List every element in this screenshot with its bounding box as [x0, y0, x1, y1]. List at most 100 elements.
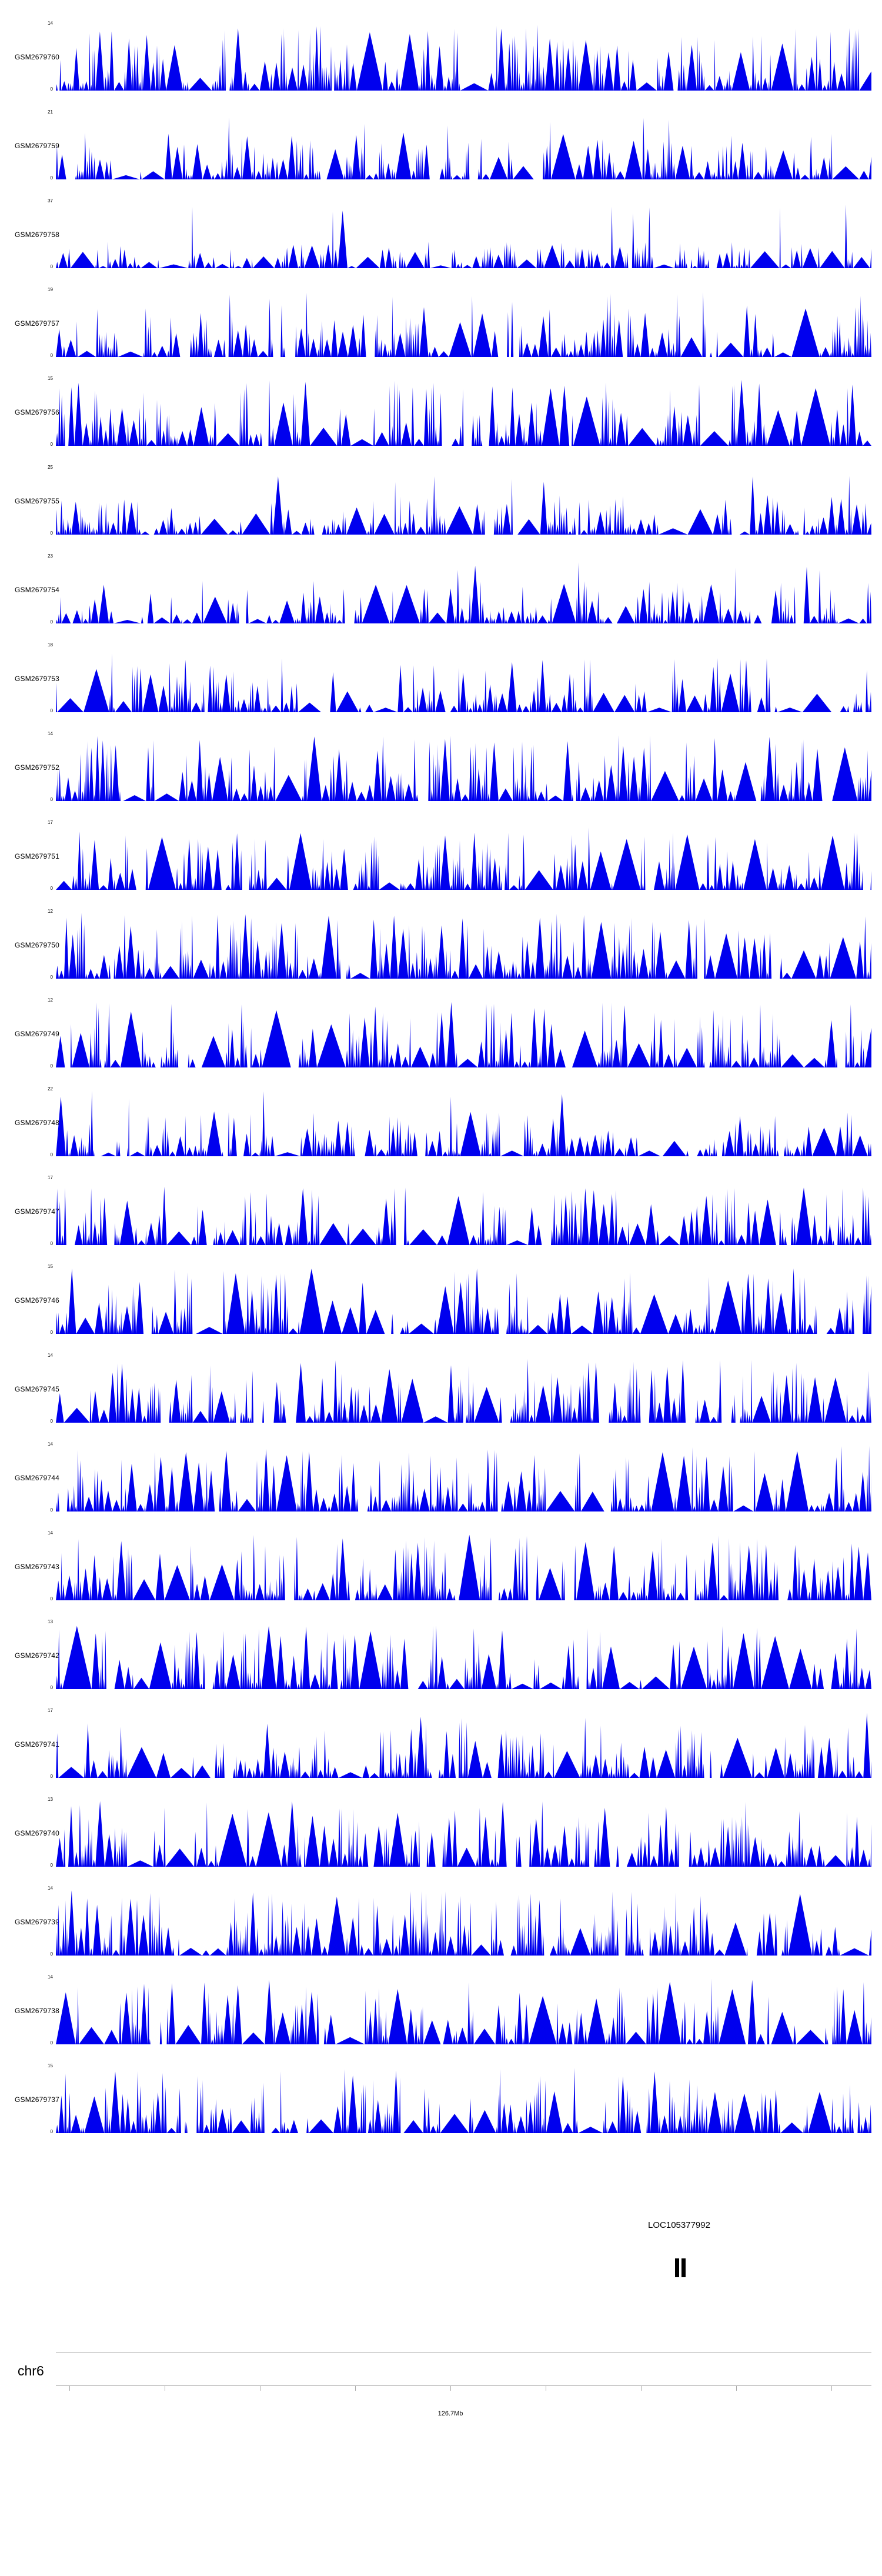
exon-box	[681, 2258, 686, 2277]
chromosome-label: chr6	[18, 2363, 44, 2378]
y-axis-min-label: 0	[50, 1863, 53, 1868]
y-axis-min-label: 0	[50, 1507, 53, 1513]
track-row: GSM2679738 14 0	[0, 1970, 882, 2059]
track-row: GSM2679750 12 0	[0, 905, 882, 993]
y-axis-min-label: 0	[50, 530, 53, 536]
track-label: GSM2679740	[15, 1829, 60, 1837]
track-label: GSM2679759	[15, 142, 60, 150]
y-axis-max-label: 37	[48, 198, 53, 203]
y-axis-max-label: 14	[48, 1530, 53, 1536]
track-row: GSM2679737 15 0	[0, 2059, 882, 2148]
y-axis-max-label: 17	[48, 820, 53, 825]
y-axis-min-label: 0	[50, 708, 53, 713]
y-axis-min-label: 0	[50, 442, 53, 447]
coverage-signal-plot	[56, 562, 871, 623]
y-axis-min-label: 0	[50, 86, 53, 92]
track-label: GSM2679760	[15, 53, 60, 61]
y-axis-max-label: 15	[48, 1264, 53, 1269]
track-label: GSM2679737	[15, 2095, 60, 2104]
coverage-signal-plot	[56, 653, 871, 712]
track-label: GSM2679745	[15, 1385, 60, 1393]
genome-axis-ruler	[56, 2385, 871, 2393]
track-label: GSM2679751	[15, 852, 60, 860]
track-label: GSM2679744	[15, 1474, 60, 1482]
coverage-signal-plot	[56, 1090, 871, 1156]
coverage-signal-plot	[56, 380, 871, 446]
track-row: GSM2679743 14 0	[0, 1526, 882, 1615]
y-axis-max-label: 18	[48, 642, 53, 648]
y-axis-min-label: 0	[50, 1330, 53, 1335]
y-axis-min-label: 0	[50, 886, 53, 891]
track-label: GSM2679756	[15, 408, 60, 416]
coverage-signal-plot	[56, 1359, 871, 1423]
y-axis-min-label: 0	[50, 1152, 53, 1157]
track-label: GSM2679741	[15, 1740, 60, 1749]
y-axis-min-label: 0	[50, 1774, 53, 1779]
coverage-signal-plot	[56, 827, 871, 890]
track-label: GSM2679739	[15, 1918, 60, 1926]
y-axis-max-label: 17	[48, 1175, 53, 1180]
y-axis-min-label: 0	[50, 175, 53, 181]
coverage-signal-plot	[56, 1890, 871, 1956]
y-axis-max-label: 21	[48, 109, 53, 115]
track-label: GSM2679755	[15, 497, 60, 505]
track-label: GSM2679742	[15, 1651, 60, 1660]
y-axis-min-label: 0	[50, 2040, 53, 2046]
track-row: GSM2679739 14 0	[0, 1881, 882, 1970]
coverage-signal-plot	[56, 1002, 871, 1067]
track-row: GSM2679751 17 0	[0, 816, 882, 905]
y-axis-max-label: 14	[48, 1442, 53, 1447]
track-row: GSM2679754 23 0	[0, 549, 882, 638]
y-axis-min-label: 0	[50, 1596, 53, 1601]
track-row: GSM2679746 15 0	[0, 1260, 882, 1349]
track-label: GSM2679758	[15, 231, 60, 239]
coverage-signal-plot	[56, 25, 871, 91]
coverage-signal-plot	[56, 1801, 871, 1867]
y-axis-max-label: 14	[48, 1974, 53, 1980]
y-axis-max-label: 15	[48, 376, 53, 381]
coverage-signal-plot	[56, 1446, 871, 1511]
y-axis-max-label: 12	[48, 909, 53, 914]
coverage-tracks-container: GSM2679760 14 0 GSM2679759 21 0 GSM2679758 37 0 G…	[0, 16, 882, 2148]
coverage-signal-plot	[56, 913, 871, 979]
track-label: GSM2679757	[15, 319, 60, 328]
track-row: GSM2679760 14 0	[0, 16, 882, 105]
y-axis-max-label: 14	[48, 731, 53, 736]
axis-tick	[641, 2386, 642, 2391]
chromosome-axis-section: chr6 126.7Mb	[0, 2347, 882, 2441]
y-axis-max-label: 14	[48, 1353, 53, 1358]
axis-tick	[736, 2386, 737, 2391]
track-label: GSM2679749	[15, 1030, 60, 1038]
y-axis-min-label: 0	[50, 797, 53, 802]
coverage-signal-plot	[56, 292, 871, 357]
y-axis-max-label: 23	[48, 553, 53, 559]
y-axis-max-label: 13	[48, 1797, 53, 1802]
y-axis-max-label: 13	[48, 1619, 53, 1624]
coverage-signal-plot	[56, 735, 871, 801]
coverage-signal-plot	[56, 1713, 871, 1778]
track-row: GSM2679753 18 0	[0, 638, 882, 727]
y-axis-min-label: 0	[50, 353, 53, 358]
y-axis-min-label: 0	[50, 1685, 53, 1690]
y-axis-min-label: 0	[50, 1241, 53, 1246]
track-row: GSM2679747 17 0	[0, 1171, 882, 1260]
track-row: GSM2679741 17 0	[0, 1704, 882, 1793]
y-axis-max-label: 25	[48, 465, 53, 470]
coverage-signal-plot	[56, 118, 871, 179]
track-label: GSM2679750	[15, 941, 60, 949]
coverage-signal-plot	[56, 476, 871, 535]
coverage-signal-plot	[56, 1625, 871, 1689]
track-label: GSM2679753	[15, 675, 60, 683]
track-row: GSM2679757 19 0	[0, 283, 882, 372]
y-axis-max-label: 17	[48, 1708, 53, 1713]
coverage-signal-plot	[56, 1186, 871, 1245]
y-axis-min-label: 0	[50, 2129, 53, 2134]
track-row: GSM2679744 14 0	[0, 1437, 882, 1526]
exon-box	[675, 2258, 679, 2277]
coverage-signal-plot	[56, 1268, 871, 1334]
y-axis-min-label: 0	[50, 1951, 53, 1957]
axis-tick	[831, 2386, 832, 2391]
axis-position-label: 126.7Mb	[437, 2410, 463, 2417]
coverage-signal-plot	[56, 2068, 871, 2133]
